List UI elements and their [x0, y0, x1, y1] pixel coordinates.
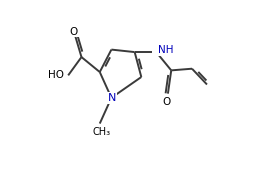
Text: O: O	[70, 27, 78, 37]
Text: O: O	[162, 97, 170, 107]
Text: N: N	[108, 93, 117, 103]
Text: NH: NH	[158, 45, 173, 55]
Text: HO: HO	[48, 70, 64, 80]
Text: CH₃: CH₃	[92, 127, 111, 137]
